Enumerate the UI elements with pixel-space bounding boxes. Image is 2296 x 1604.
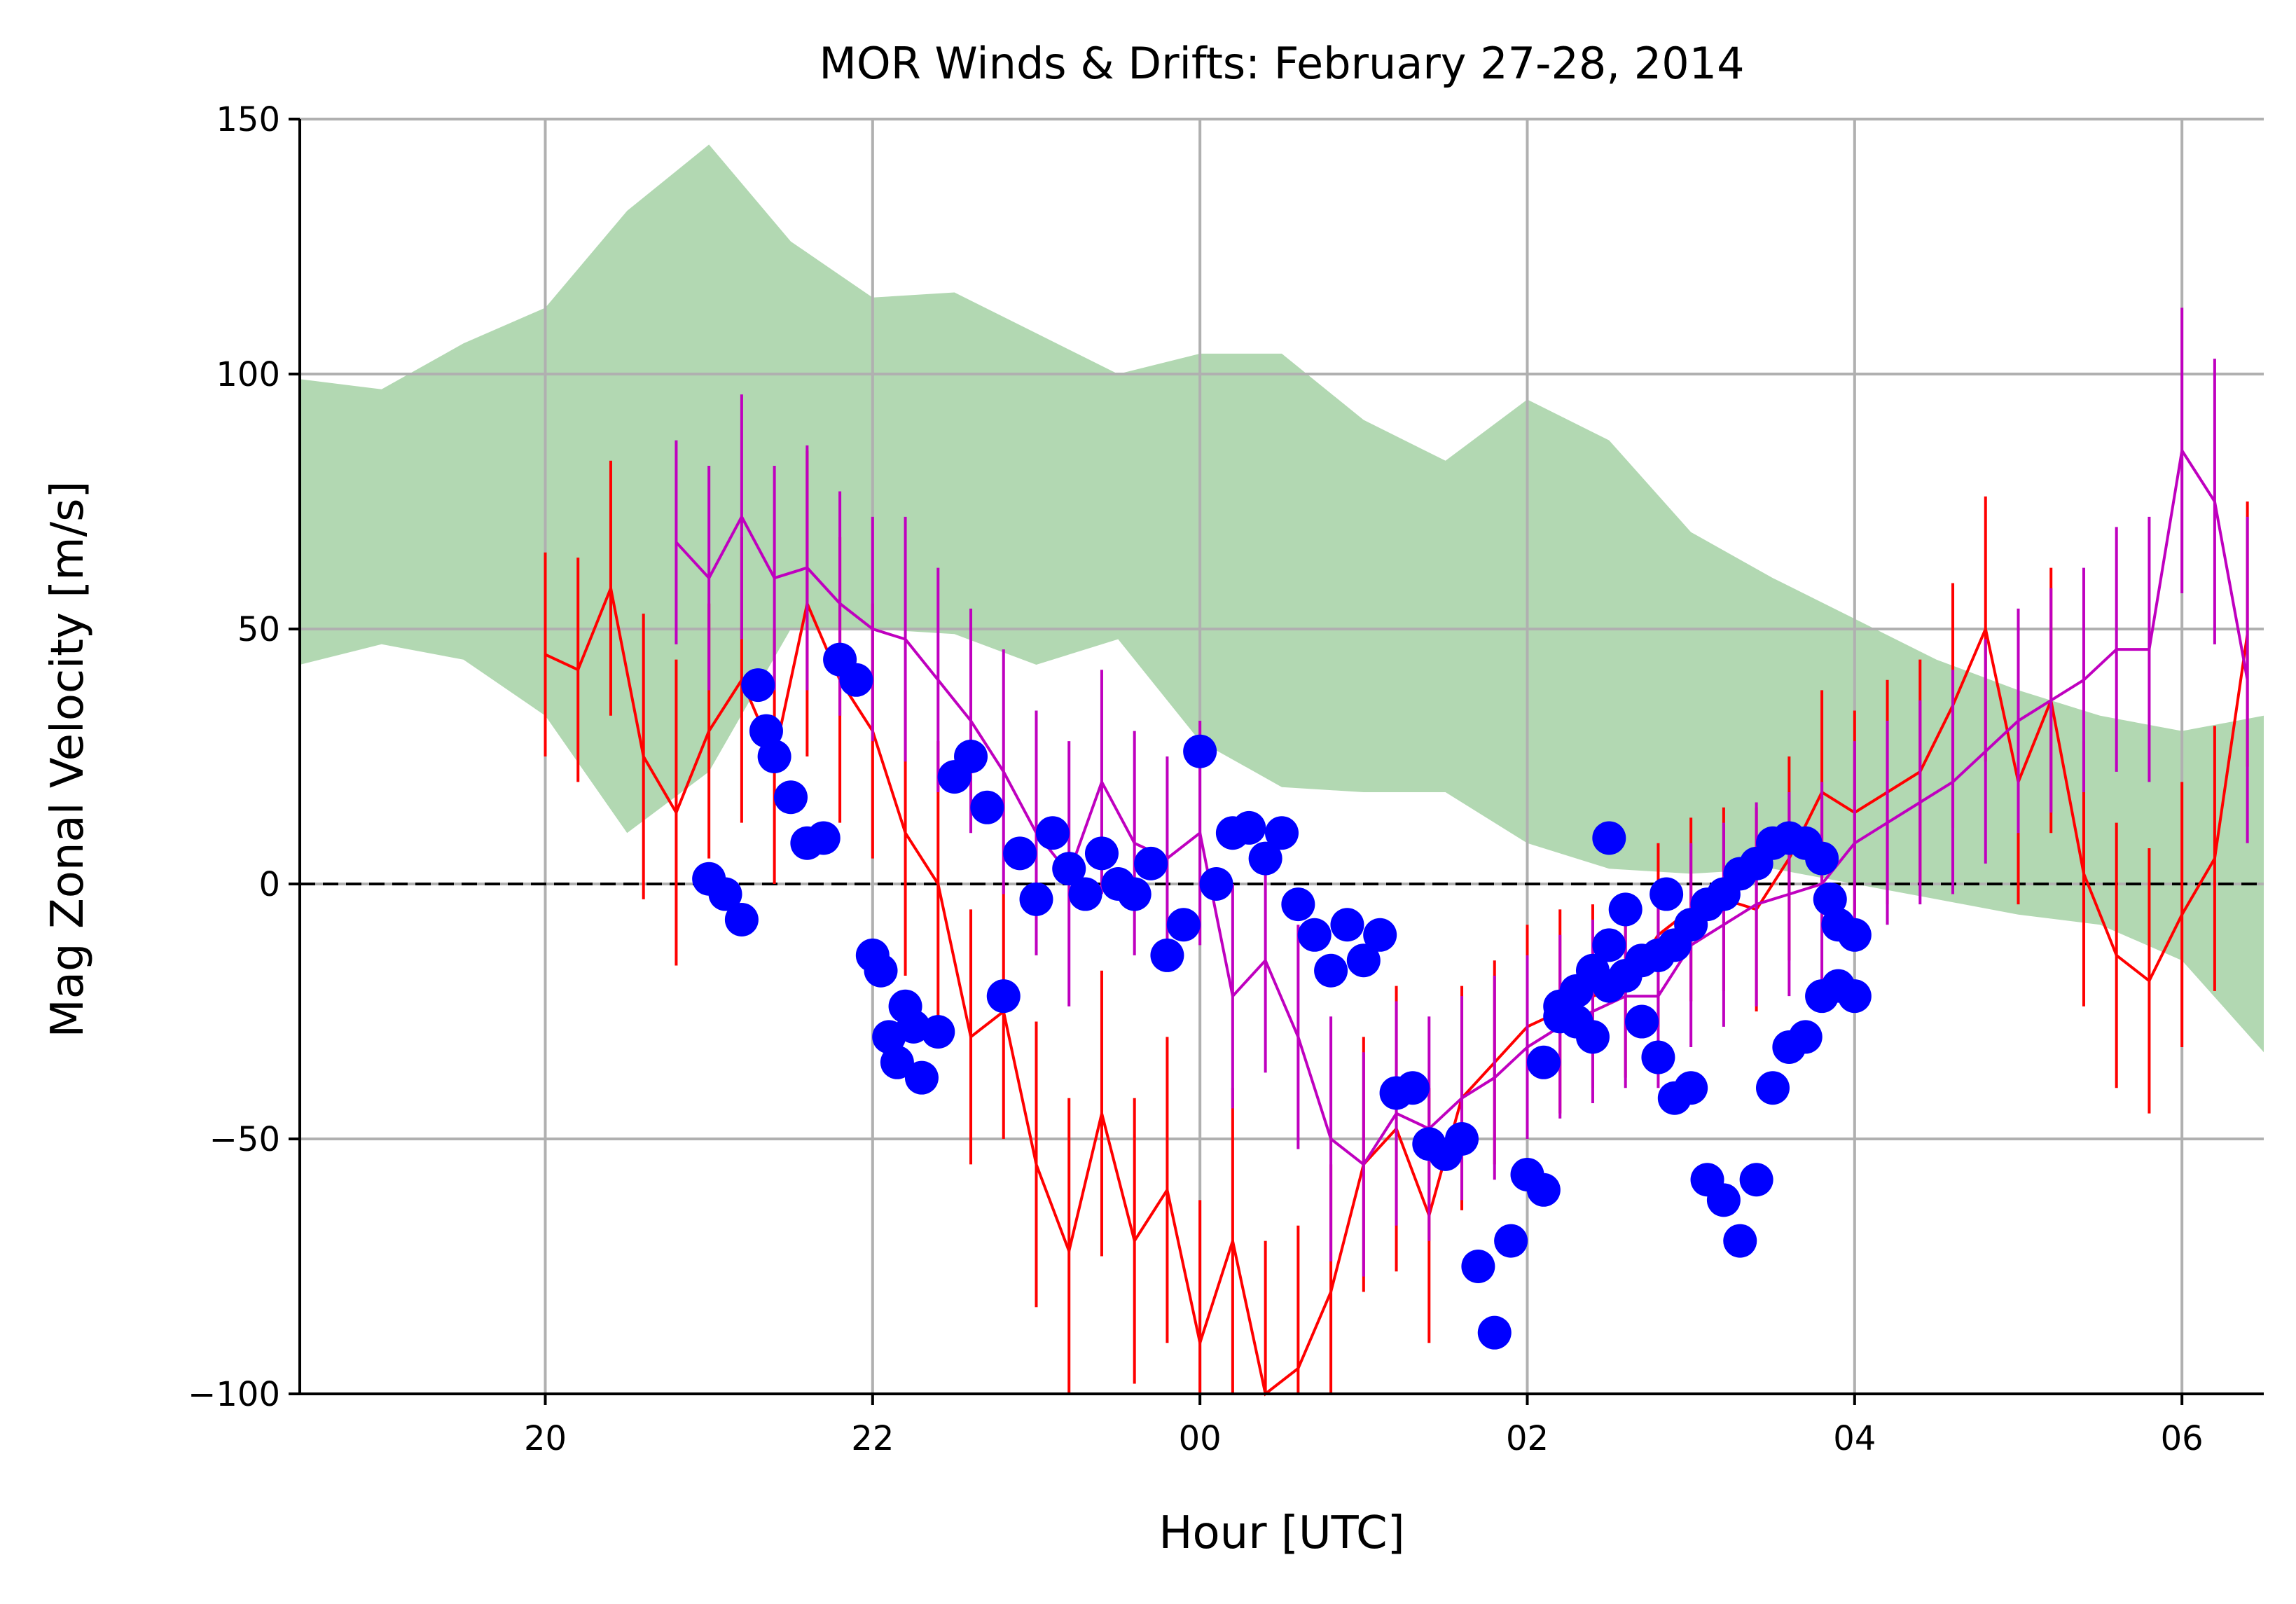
y-tick-label: 100	[216, 355, 280, 394]
chart-title: MOR Winds & Drifts: February 27-28, 2014	[819, 38, 1744, 89]
data-point	[1608, 892, 1643, 927]
data-point	[880, 1045, 914, 1079]
data-point	[904, 1060, 939, 1095]
data-point	[708, 877, 742, 911]
blue-dot-layer	[692, 642, 1872, 1350]
data-point	[1445, 1122, 1479, 1156]
data-point	[1199, 867, 1233, 901]
data-point	[839, 663, 873, 697]
x-tick-label: 00	[1179, 1419, 1222, 1458]
data-point	[1592, 821, 1626, 855]
data-point	[954, 740, 988, 773]
data-point	[864, 953, 898, 988]
data-point	[1117, 877, 1152, 911]
data-point	[1526, 1173, 1561, 1207]
data-point	[1363, 918, 1397, 952]
data-point	[1706, 1183, 1741, 1217]
data-point	[1575, 1020, 1610, 1054]
data-point	[1068, 877, 1102, 911]
data-point	[724, 902, 759, 936]
data-point	[1461, 1250, 1495, 1283]
data-point	[1641, 1040, 1675, 1074]
data-point	[921, 1015, 955, 1049]
data-point	[1330, 908, 1364, 942]
data-point	[1166, 908, 1201, 942]
data-point	[1019, 882, 1053, 916]
data-point	[1281, 887, 1315, 922]
data-point	[1477, 1315, 1512, 1350]
data-point	[1813, 882, 1847, 916]
data-point	[1003, 836, 1037, 871]
data-point	[1805, 841, 1839, 876]
x-tick-label: 04	[1833, 1419, 1876, 1458]
data-point	[1265, 816, 1299, 850]
data-point	[1052, 852, 1086, 886]
data-point	[1526, 1045, 1561, 1079]
data-point	[1592, 928, 1626, 962]
magenta-series-line	[675, 446, 2249, 1167]
data-point	[1559, 974, 1593, 1008]
data-point	[1674, 1071, 1708, 1105]
data-point	[1494, 1224, 1528, 1258]
y-tick-label: 0	[258, 865, 280, 904]
data-point	[1134, 846, 1168, 880]
data-point	[806, 821, 841, 855]
data-point	[970, 790, 1004, 824]
y-tick-label: 150	[216, 100, 280, 139]
y-tick-label: 50	[237, 610, 280, 649]
data-point	[1756, 1071, 1790, 1105]
data-point	[1788, 1020, 1823, 1054]
data-point	[1035, 816, 1070, 850]
data-point	[1150, 938, 1184, 972]
data-point	[1084, 836, 1119, 871]
x-tick-label: 22	[851, 1419, 894, 1458]
tick-labels: 20 22 00 02 04 06 150 100 50 0 −50 −100	[188, 100, 2204, 1458]
confidence-band-layer	[300, 144, 2264, 1053]
data-point	[1739, 1163, 1773, 1197]
data-point	[757, 740, 791, 773]
data-point	[1650, 877, 1684, 911]
axes	[298, 119, 2264, 1395]
data-point	[1837, 918, 1872, 952]
data-point	[1723, 1224, 1757, 1258]
data-point	[1314, 953, 1348, 988]
data-point	[1625, 1004, 1659, 1039]
x-tick-label: 02	[1506, 1419, 1549, 1458]
data-point	[1232, 810, 1266, 845]
data-point	[1183, 734, 1217, 768]
data-point	[741, 668, 775, 703]
data-point	[1346, 943, 1381, 978]
data-point	[749, 714, 783, 748]
x-tick-label: 06	[2161, 1419, 2204, 1458]
y-tick-label: −50	[209, 1120, 280, 1159]
data-point	[1297, 918, 1332, 952]
data-point	[1395, 1071, 1430, 1105]
data-point	[774, 780, 808, 815]
x-tick-label: 20	[524, 1419, 567, 1458]
data-point	[986, 979, 1021, 1014]
data-point	[1248, 841, 1282, 876]
y-tick-label: −100	[188, 1375, 280, 1414]
x-axis-label: Hour [UTC]	[1159, 1507, 1404, 1559]
data-point	[1837, 979, 1872, 1014]
y-axis-label: Mag Zonal Velocity [m/s]	[42, 481, 94, 1038]
confidence-band	[300, 144, 2264, 1053]
